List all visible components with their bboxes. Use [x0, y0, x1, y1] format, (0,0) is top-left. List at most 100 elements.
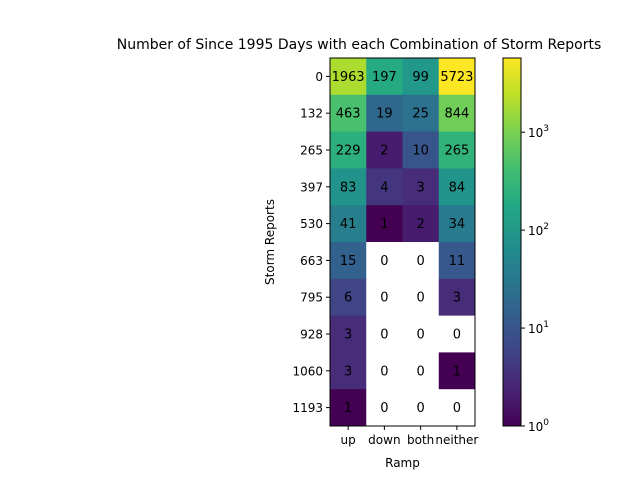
heatmap-cell: [366, 352, 403, 390]
cell-value-label: 4: [380, 180, 388, 195]
heatmap-cell: [402, 94, 440, 132]
heatmap-cell: [366, 168, 403, 206]
cell-value-label: 83: [340, 180, 357, 195]
heatmap-cell: [438, 94, 476, 132]
heatmap-cell: [330, 242, 367, 280]
cell-value-label: 1: [453, 364, 461, 379]
heatmap-cell: [366, 389, 403, 427]
heatmap-cell: [330, 58, 367, 96]
heatmap-cell: [366, 58, 403, 96]
y-tick-label: 132: [300, 107, 323, 121]
cell-value-label: 11: [449, 254, 466, 269]
cell-value-label: 3: [344, 328, 352, 343]
heatmap-cell: [402, 389, 440, 427]
cell-value-label: 5723: [440, 70, 473, 85]
heatmap-cell: [366, 278, 403, 316]
cell-value-label: 0: [416, 291, 424, 306]
cell-value-label: 34: [449, 217, 466, 232]
heatmap-cell: [438, 315, 476, 353]
y-tick-label: 265: [300, 144, 323, 158]
heatmap-cell: [330, 315, 367, 353]
y-tick-label: 795: [300, 291, 323, 305]
cell-value-label: 197: [372, 70, 397, 85]
heatmap-cell: [366, 205, 403, 243]
heatmap-cell: [402, 168, 440, 206]
heatmap-cell: [438, 168, 476, 206]
chart-title: Number of Since 1995 Days with each Comb…: [117, 37, 602, 53]
heatmap-cell: [402, 278, 440, 316]
y-tick-label: 1060: [292, 364, 323, 378]
heatmap-cell: [330, 389, 367, 427]
heatmap-cell: [366, 315, 403, 353]
cell-value-label: 2: [380, 144, 388, 159]
cell-value-label: 3: [453, 291, 461, 306]
y-tick-label: 1193: [292, 401, 323, 415]
heatmap-cell: [402, 131, 440, 169]
heatmap-cell: [330, 131, 367, 169]
x-tick-label: up: [341, 433, 356, 447]
heatmap-cell: [330, 94, 367, 132]
y-tick-label: 530: [300, 217, 323, 231]
cell-value-label: 84: [449, 180, 466, 195]
heatmap-cell: [366, 94, 403, 132]
cell-value-label: 0: [453, 328, 461, 343]
cell-value-label: 99: [412, 70, 429, 85]
cell-value-label: 15: [340, 254, 357, 269]
cell-value-label: 0: [380, 401, 388, 416]
colorbar: [502, 57, 522, 427]
cell-value-label: 10: [412, 144, 429, 159]
y-tick-label: 663: [300, 254, 323, 268]
heatmap-cell: [402, 58, 440, 96]
heatmap-cell: [438, 205, 476, 243]
x-tick-label: neither: [435, 433, 478, 447]
colorbar-ticks: 100 101 102 103: [521, 124, 549, 434]
cell-value-label: 0: [416, 328, 424, 343]
heatmap-cell: [366, 242, 403, 280]
cell-value-label: 1: [380, 217, 388, 232]
heatmap-cell: [330, 352, 367, 390]
cell-value-label: 1963: [332, 70, 365, 85]
colorbar-tick-label: 102: [528, 222, 549, 238]
y-axis-label: Storm Reports: [263, 199, 277, 285]
colorbar-tick-label: 101: [528, 320, 549, 336]
cell-value-label: 3: [344, 364, 352, 379]
heatmap-cell: [402, 242, 440, 280]
heatmap-cell: [438, 58, 476, 96]
cell-value-label: 6: [344, 291, 352, 306]
x-axis: up down both neither: [341, 426, 478, 447]
cell-value-label: 0: [380, 364, 388, 379]
heatmap-cell: [402, 315, 440, 353]
heatmap-cell: [438, 131, 476, 169]
y-axis: 0 132 265 397 530 663 795 928 1060 1193: [292, 70, 330, 415]
cell-value-label: 0: [380, 328, 388, 343]
cell-value-label: 463: [336, 107, 361, 122]
heatmap-cell: [330, 205, 367, 243]
colorbar-tick-label: 100: [528, 418, 549, 434]
heatmap-cell: [438, 352, 476, 390]
cell-value-label: 0: [416, 364, 424, 379]
cell-value-label: 19: [376, 107, 393, 122]
cell-value-label: 0: [380, 254, 388, 269]
x-tick-label: down: [368, 433, 400, 447]
cell-value-label: 1: [344, 401, 352, 416]
plot-frame: [329, 57, 476, 427]
cell-value-label: 229: [336, 144, 361, 159]
heatmap-cell: [330, 168, 367, 206]
cell-value-label: 265: [444, 144, 469, 159]
y-tick-label: 397: [300, 180, 323, 194]
heatmap-cell: [402, 205, 440, 243]
heatmap-cell: [330, 278, 367, 316]
y-tick-label: 0: [315, 70, 323, 84]
heatmap-cell: [438, 242, 476, 280]
heatmap-cells: [330, 58, 476, 427]
cell-value-label: 25: [412, 107, 429, 122]
cell-value-label: 3: [416, 180, 424, 195]
cell-value-label: 41: [340, 217, 357, 232]
y-tick-label: 928: [300, 328, 323, 342]
heatmap-cell: [402, 352, 440, 390]
cell-value-label: 0: [416, 254, 424, 269]
cell-value-label: 0: [380, 291, 388, 306]
